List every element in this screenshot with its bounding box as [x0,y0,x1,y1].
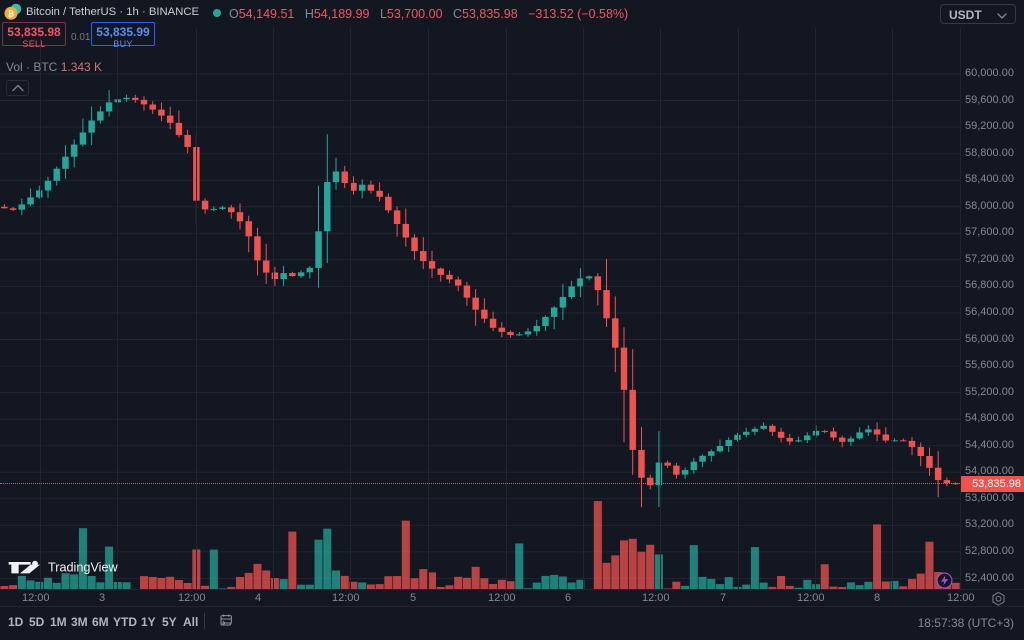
svg-text:TradingView: TradingView [48,560,119,574]
svg-text:₿: ₿ [8,10,15,19]
